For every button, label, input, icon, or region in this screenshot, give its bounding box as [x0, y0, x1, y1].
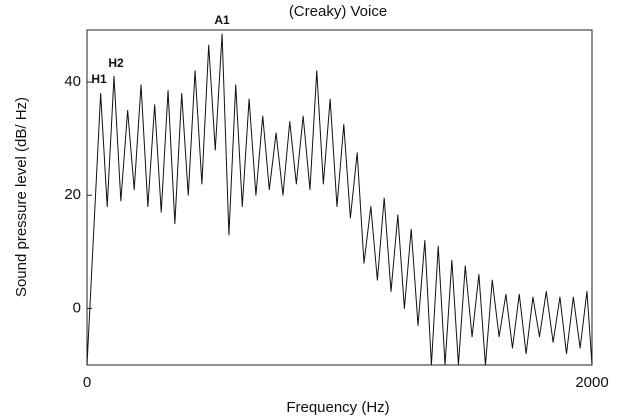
- y-axis-label: Sound pressure level (dB/ Hz): [13, 97, 30, 297]
- y-tick-label: 0: [73, 299, 81, 316]
- chart-title: (Creaky) Voice: [289, 3, 387, 20]
- x-tick-label: 0: [83, 374, 91, 391]
- y-tick-label: 20: [64, 186, 81, 203]
- annotation: H2: [108, 56, 124, 70]
- spectrum-line: [86, 33, 593, 366]
- annotation: H1: [91, 72, 107, 86]
- x-tick-label: 2000: [575, 374, 608, 391]
- plot-frame: [86, 29, 593, 366]
- annotation: A1: [214, 13, 230, 27]
- x-axis-label: Frequency (Hz): [286, 399, 389, 416]
- y-tick-label: 40: [64, 73, 81, 90]
